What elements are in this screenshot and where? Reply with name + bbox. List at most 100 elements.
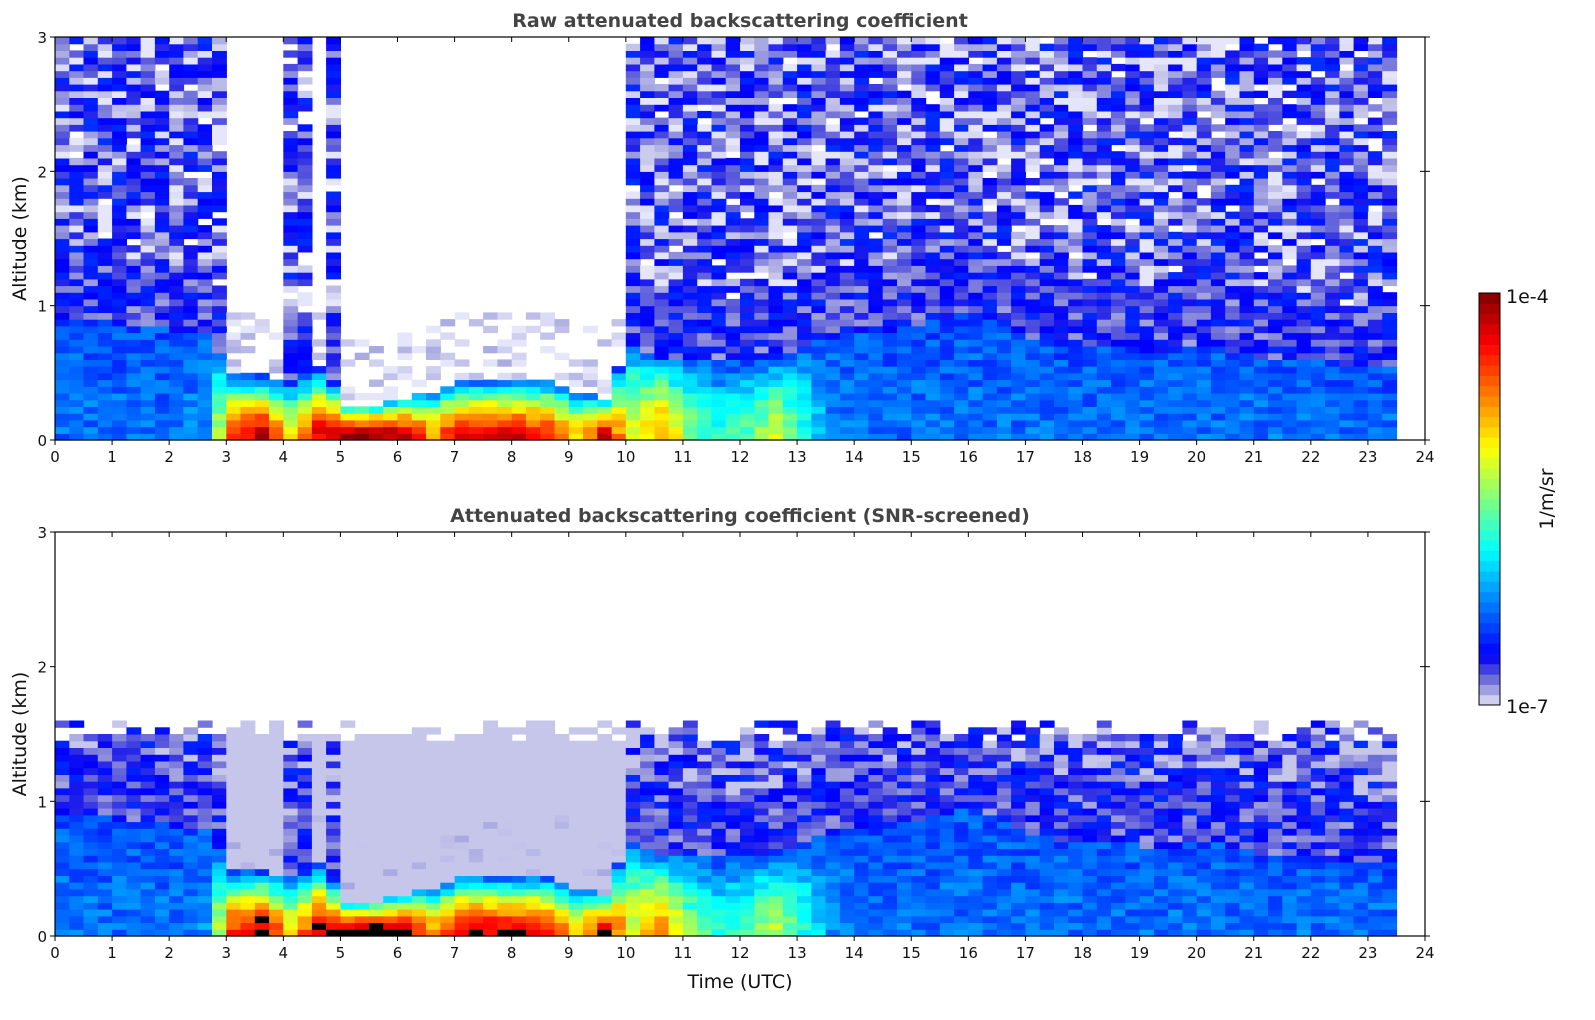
heatmap-cell bbox=[283, 278, 299, 287]
heatmap-cell bbox=[1353, 225, 1369, 233]
heatmap-cell bbox=[69, 245, 85, 253]
heatmap-cell bbox=[1210, 325, 1226, 334]
heatmap-cell bbox=[911, 70, 927, 78]
heatmap-cell bbox=[1210, 57, 1226, 65]
heatmap-cell bbox=[1011, 359, 1026, 367]
heatmap-cell bbox=[1282, 204, 1298, 213]
heatmap-cell bbox=[654, 285, 670, 293]
heatmap-cell bbox=[97, 272, 113, 280]
heatmap-cell bbox=[811, 164, 827, 172]
heatmap-cell bbox=[1039, 90, 1055, 98]
heatmap-cell bbox=[1096, 151, 1112, 159]
heatmap-cell bbox=[411, 393, 427, 401]
heatmap-cell bbox=[1339, 319, 1355, 327]
heatmap-cell bbox=[1325, 238, 1340, 246]
heatmap-cell bbox=[226, 359, 242, 367]
heatmap-cell bbox=[1096, 426, 1112, 434]
heatmap-cell bbox=[1253, 144, 1269, 152]
heatmap-cell bbox=[583, 426, 598, 434]
heatmap-cell bbox=[212, 124, 227, 132]
heatmap-cell bbox=[1125, 225, 1141, 233]
heatmap-cell bbox=[197, 774, 213, 782]
heatmap-cell bbox=[1225, 258, 1241, 266]
heatmap-cell bbox=[1325, 419, 1340, 428]
heatmap-cell bbox=[625, 312, 641, 320]
heatmap-cell bbox=[939, 191, 955, 199]
heatmap-cell bbox=[240, 828, 256, 836]
heatmap-cell bbox=[69, 37, 85, 45]
heatmap-cell bbox=[169, 754, 185, 762]
heatmap-cell bbox=[1296, 164, 1312, 172]
heatmap-cell bbox=[1153, 278, 1169, 287]
heatmap-cell bbox=[668, 319, 684, 327]
heatmap-cell bbox=[1068, 339, 1084, 347]
heatmap-cell bbox=[140, 413, 156, 421]
heatmap-cell bbox=[854, 144, 870, 152]
heatmap-cell bbox=[668, 191, 684, 199]
heatmap-cell bbox=[882, 292, 898, 300]
heatmap-cell bbox=[1310, 131, 1326, 139]
heatmap-cell bbox=[1310, 413, 1326, 421]
heatmap-cell bbox=[1325, 57, 1340, 65]
heatmap-cell bbox=[711, 211, 727, 219]
heatmap-cell bbox=[1054, 366, 1069, 374]
heatmap-cell bbox=[1353, 278, 1369, 287]
heatmap-cell bbox=[954, 90, 969, 98]
heatmap-cell bbox=[212, 218, 227, 226]
heatmap-cell bbox=[1125, 399, 1141, 407]
heatmap-cell bbox=[1296, 144, 1312, 152]
heatmap-cell bbox=[69, 821, 85, 829]
heatmap-cell bbox=[868, 419, 884, 428]
heatmap-cell bbox=[169, 117, 185, 125]
heatmap-cell bbox=[1382, 164, 1398, 172]
heatmap-cell bbox=[97, 821, 113, 829]
heatmap-cell bbox=[55, 57, 70, 65]
heatmap-cell bbox=[326, 157, 341, 166]
heatmap-cell bbox=[982, 406, 998, 414]
heatmap-cell bbox=[1282, 77, 1298, 85]
heatmap-cell bbox=[126, 37, 142, 45]
heatmap-cell bbox=[140, 774, 156, 782]
heatmap-cell bbox=[97, 57, 113, 65]
heatmap-cell bbox=[83, 84, 99, 92]
heatmap-cell bbox=[83, 821, 99, 829]
heatmap-cell bbox=[839, 218, 855, 226]
heatmap-cell bbox=[968, 151, 984, 159]
heatmap-cell bbox=[839, 386, 855, 394]
heatmap-cell bbox=[183, 97, 199, 105]
heatmap-cell bbox=[697, 37, 713, 45]
heatmap-cell bbox=[112, 855, 127, 863]
heatmap-cell bbox=[1196, 393, 1212, 401]
heatmap-cell bbox=[1239, 426, 1255, 434]
heatmap-cell bbox=[1039, 346, 1055, 354]
heatmap-cell bbox=[1367, 124, 1383, 132]
heatmap-cell bbox=[1111, 50, 1126, 58]
heatmap-cell bbox=[69, 258, 85, 266]
heatmap-cell bbox=[911, 399, 927, 407]
heatmap-cell bbox=[212, 319, 227, 327]
heatmap-cell bbox=[326, 63, 341, 72]
heatmap-cell bbox=[183, 305, 199, 313]
x-tick-label: 9 bbox=[564, 448, 574, 466]
heatmap-cell bbox=[140, 895, 156, 903]
heatmap-cell bbox=[1367, 104, 1383, 112]
heatmap-cell bbox=[996, 332, 1012, 340]
heatmap-cell bbox=[311, 855, 327, 863]
heatmap-cell bbox=[625, 97, 641, 105]
heatmap-cell bbox=[55, 781, 70, 789]
heatmap-cell bbox=[939, 352, 955, 360]
heatmap-cell bbox=[939, 292, 955, 300]
heatmap-cell bbox=[668, 386, 684, 394]
heatmap-cell bbox=[83, 346, 99, 354]
heatmap-cell bbox=[1253, 70, 1269, 78]
heatmap-cell bbox=[83, 909, 99, 917]
heatmap-cell bbox=[212, 399, 227, 407]
heatmap-cell bbox=[554, 386, 570, 394]
heatmap-cell bbox=[583, 359, 598, 367]
heatmap-cell bbox=[825, 204, 841, 213]
heatmap-cell bbox=[1182, 298, 1198, 307]
heatmap-cell bbox=[1310, 251, 1326, 260]
heatmap-cell bbox=[112, 848, 127, 856]
heatmap-cell bbox=[925, 258, 941, 266]
heatmap-cell bbox=[811, 43, 827, 51]
